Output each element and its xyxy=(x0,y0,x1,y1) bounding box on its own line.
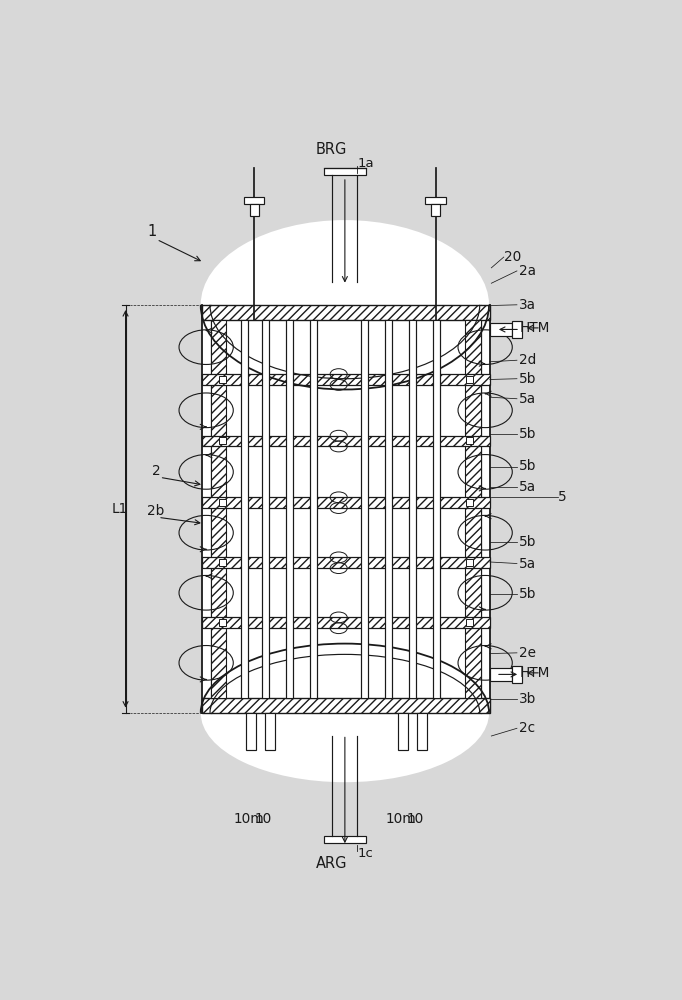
Text: 10m: 10m xyxy=(386,812,417,826)
Text: 5b: 5b xyxy=(519,535,537,549)
Text: 10m: 10m xyxy=(234,812,265,826)
Bar xyxy=(241,320,248,698)
Text: 5b: 5b xyxy=(519,587,537,601)
Text: 2a: 2a xyxy=(519,264,536,278)
Bar xyxy=(512,321,522,338)
Text: 5b: 5b xyxy=(519,460,537,474)
Text: 5a: 5a xyxy=(519,557,536,571)
Bar xyxy=(361,320,368,698)
Text: 5b: 5b xyxy=(519,372,537,386)
Text: BRG: BRG xyxy=(316,142,347,157)
Text: 2c: 2c xyxy=(519,721,535,735)
Text: 5b: 5b xyxy=(519,427,537,441)
Bar xyxy=(218,499,226,506)
Bar xyxy=(265,713,275,750)
Bar xyxy=(323,836,366,843)
Bar xyxy=(201,436,490,446)
Text: 2e: 2e xyxy=(519,646,536,660)
Bar xyxy=(246,713,256,750)
Bar xyxy=(201,305,490,713)
Text: HTM: HTM xyxy=(519,666,550,680)
Bar xyxy=(262,320,269,698)
Text: 3a: 3a xyxy=(519,298,536,312)
Bar xyxy=(244,197,265,204)
Bar xyxy=(286,320,293,698)
Text: 1c: 1c xyxy=(358,847,374,860)
Text: 5a: 5a xyxy=(519,480,536,494)
Bar xyxy=(465,320,481,698)
Text: ARG: ARG xyxy=(316,856,347,871)
Text: L1: L1 xyxy=(112,502,128,516)
Bar xyxy=(218,619,226,626)
Text: 2d: 2d xyxy=(519,353,537,367)
Bar xyxy=(201,305,490,320)
Bar xyxy=(433,320,440,698)
Bar xyxy=(466,619,473,626)
Bar xyxy=(218,376,226,383)
Text: 10: 10 xyxy=(407,812,424,826)
Text: 3b: 3b xyxy=(519,692,537,706)
Bar xyxy=(201,497,490,508)
Bar xyxy=(201,617,490,628)
Bar xyxy=(466,559,473,566)
Text: 1: 1 xyxy=(147,224,156,239)
Bar xyxy=(310,320,316,698)
Bar xyxy=(431,204,440,216)
Text: 1a: 1a xyxy=(358,157,374,170)
Bar xyxy=(466,499,473,506)
Bar xyxy=(201,698,490,713)
Bar xyxy=(466,376,473,383)
Text: 5: 5 xyxy=(558,490,567,504)
Bar xyxy=(211,320,226,698)
Text: 2b: 2b xyxy=(147,504,164,518)
Ellipse shape xyxy=(201,220,489,389)
Text: 10: 10 xyxy=(254,812,271,826)
Bar xyxy=(426,197,445,204)
Bar xyxy=(417,713,427,750)
Bar xyxy=(490,323,512,336)
Bar xyxy=(323,168,366,175)
Bar xyxy=(490,668,512,681)
Bar xyxy=(201,374,490,385)
Text: 5a: 5a xyxy=(519,392,536,406)
Bar xyxy=(409,320,416,698)
Bar xyxy=(250,204,259,216)
Bar xyxy=(385,320,391,698)
Bar xyxy=(398,713,408,750)
Bar xyxy=(466,437,473,444)
Bar xyxy=(201,557,490,568)
Bar xyxy=(218,437,226,444)
Bar xyxy=(512,666,522,683)
Text: 2: 2 xyxy=(152,464,160,478)
Ellipse shape xyxy=(201,644,489,782)
Text: 20: 20 xyxy=(504,250,521,264)
Text: HTM: HTM xyxy=(519,321,550,335)
Bar xyxy=(218,559,226,566)
